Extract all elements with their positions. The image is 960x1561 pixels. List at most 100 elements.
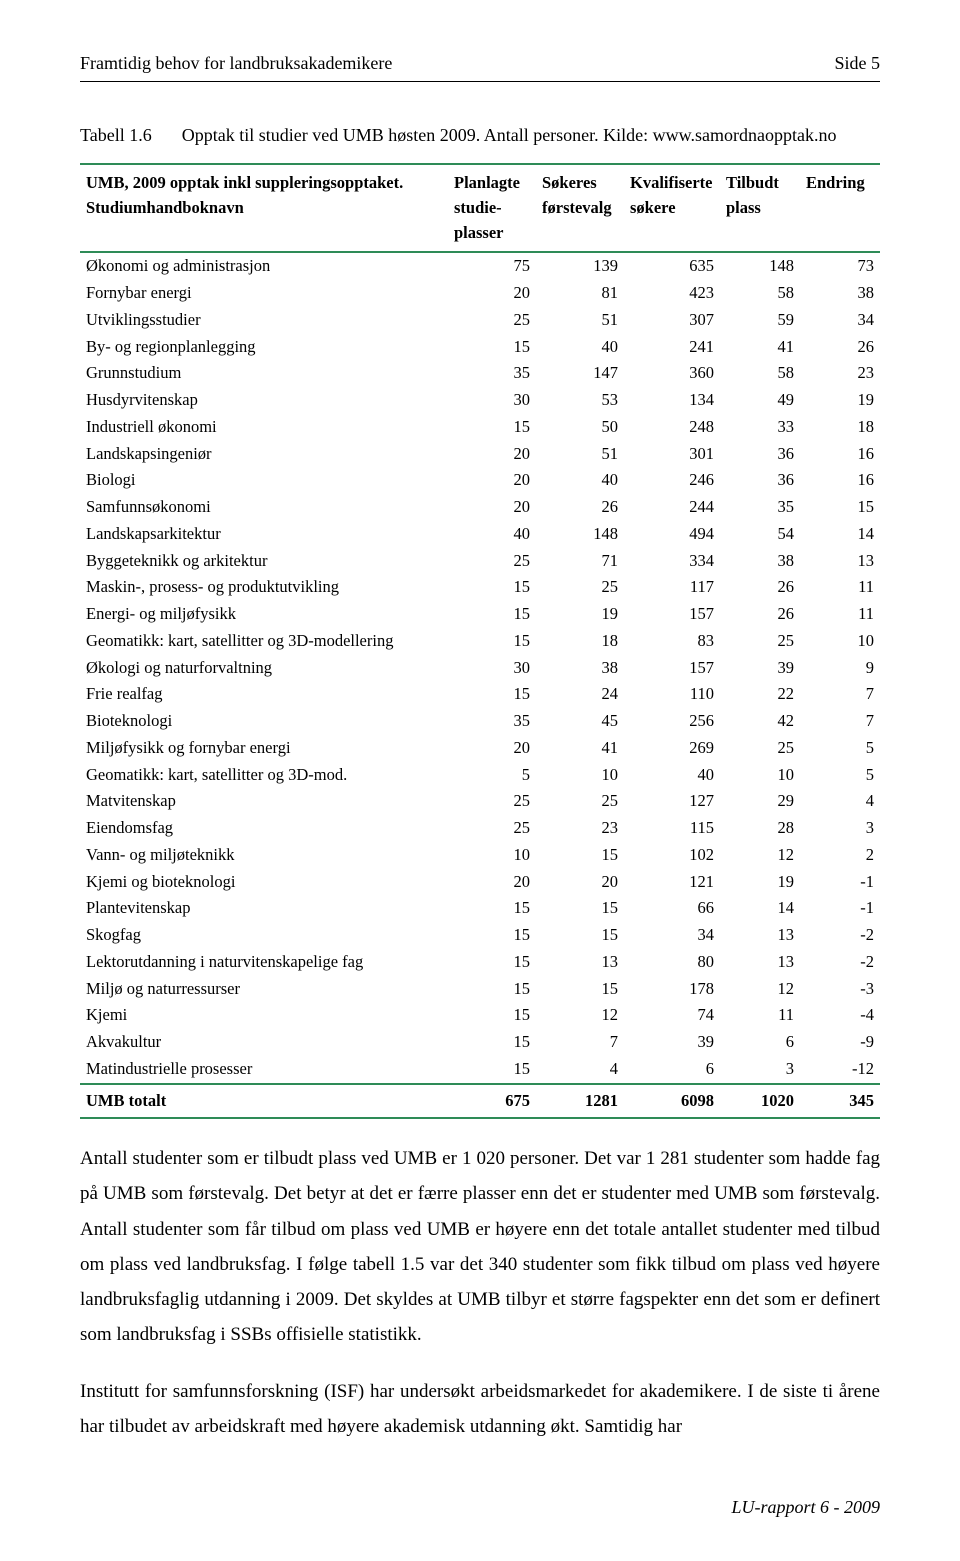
row-value: -2 xyxy=(800,949,880,976)
table-row: Økologi og naturforvaltning3038157399 xyxy=(80,655,880,682)
row-label: Økologi og naturforvaltning xyxy=(80,655,448,682)
row-label: Miljøfysikk og fornybar energi xyxy=(80,735,448,762)
table-row: Byggeteknikk og arkitektur25713343813 xyxy=(80,548,880,575)
row-value: 25 xyxy=(448,307,536,334)
row-value: 15 xyxy=(800,494,880,521)
body-paragraph: Antall studenter som er tilbudt plass ve… xyxy=(80,1141,880,1352)
row-value: 34 xyxy=(800,307,880,334)
row-value: 148 xyxy=(536,521,624,548)
table-row: Frie realfag1524110227 xyxy=(80,681,880,708)
row-value: 5 xyxy=(800,762,880,789)
row-label: Maskin-, prosess- og produktutvikling xyxy=(80,574,448,601)
table-total-row: UMB totalt675128160981020345 xyxy=(80,1084,880,1119)
row-value: 13 xyxy=(720,922,800,949)
row-value: 11 xyxy=(720,1002,800,1029)
row-value: 121 xyxy=(624,869,720,896)
row-value: 58 xyxy=(720,360,800,387)
total-value: 675 xyxy=(448,1084,536,1119)
row-value: 51 xyxy=(536,307,624,334)
row-value: 139 xyxy=(536,252,624,280)
row-value: 12 xyxy=(720,842,800,869)
row-value: 19 xyxy=(800,387,880,414)
total-value: 1281 xyxy=(536,1084,624,1119)
row-label: Geomatikk: kart, satellitter og 3D-model… xyxy=(80,628,448,655)
row-value: 148 xyxy=(720,252,800,280)
table-column-header: Endring xyxy=(800,164,880,252)
row-label: Energi- og miljøfysikk xyxy=(80,601,448,628)
row-value: 14 xyxy=(720,895,800,922)
row-value: 117 xyxy=(624,574,720,601)
table-row: Lektorutdanning i naturvitenskapelige fa… xyxy=(80,949,880,976)
table-row: Grunnstudium351473605823 xyxy=(80,360,880,387)
table-column-header: Planlagtestudie-plasser xyxy=(448,164,536,252)
row-label: By- og regionplanlegging xyxy=(80,334,448,361)
row-value: 635 xyxy=(624,252,720,280)
row-value: 10 xyxy=(536,762,624,789)
row-value: 134 xyxy=(624,387,720,414)
row-value: 15 xyxy=(448,628,536,655)
row-value: 54 xyxy=(720,521,800,548)
row-label: Kjemi xyxy=(80,1002,448,1029)
row-value: 25 xyxy=(448,815,536,842)
table-row: Miljø og naturressurser151517812-3 xyxy=(80,976,880,1003)
row-value: 10 xyxy=(448,842,536,869)
table-column-header: Søkeresførstevalg xyxy=(536,164,624,252)
row-value: 26 xyxy=(720,574,800,601)
row-label: Økonomi og administrasjon xyxy=(80,252,448,280)
header-right: Side 5 xyxy=(834,50,880,77)
row-value: 6 xyxy=(720,1029,800,1056)
row-value: 334 xyxy=(624,548,720,575)
row-value: 301 xyxy=(624,441,720,468)
row-value: 15 xyxy=(536,976,624,1003)
row-value: 2 xyxy=(800,842,880,869)
row-value: 28 xyxy=(720,815,800,842)
row-label: Matindustrielle prosesser xyxy=(80,1056,448,1084)
row-label: Byggeteknikk og arkitektur xyxy=(80,548,448,575)
row-label: Husdyrvitenskap xyxy=(80,387,448,414)
row-label: Grunnstudium xyxy=(80,360,448,387)
row-value: 39 xyxy=(720,655,800,682)
row-value: 50 xyxy=(536,414,624,441)
table-row: Akvakultur157396-9 xyxy=(80,1029,880,1056)
row-value: 12 xyxy=(536,1002,624,1029)
row-value: 15 xyxy=(448,922,536,949)
table-caption: Tabell 1.6 Opptak til studier ved UMB hø… xyxy=(80,122,880,149)
row-label: Industriell økonomi xyxy=(80,414,448,441)
row-value: 23 xyxy=(536,815,624,842)
row-value: 3 xyxy=(800,815,880,842)
row-value: 25 xyxy=(536,788,624,815)
row-value: 248 xyxy=(624,414,720,441)
row-value: -12 xyxy=(800,1056,880,1084)
row-value: 15 xyxy=(448,574,536,601)
row-value: 18 xyxy=(536,628,624,655)
row-value: 4 xyxy=(536,1056,624,1084)
row-value: 256 xyxy=(624,708,720,735)
row-value: 71 xyxy=(536,548,624,575)
row-value: 10 xyxy=(800,628,880,655)
row-value: 20 xyxy=(448,869,536,896)
table-row: Kjemi15127411-4 xyxy=(80,1002,880,1029)
row-label: Utviklingsstudier xyxy=(80,307,448,334)
row-value: 494 xyxy=(624,521,720,548)
row-value: -9 xyxy=(800,1029,880,1056)
row-value: 19 xyxy=(720,869,800,896)
table-caption-label: Tabell 1.6 xyxy=(80,122,152,149)
row-value: 20 xyxy=(448,280,536,307)
table-row: Utviklingsstudier25513075934 xyxy=(80,307,880,334)
row-value: -1 xyxy=(800,869,880,896)
row-value: -3 xyxy=(800,976,880,1003)
row-label: Landskapsarkitektur xyxy=(80,521,448,548)
table-row: Bioteknologi3545256427 xyxy=(80,708,880,735)
row-label: Samfunnsøkonomi xyxy=(80,494,448,521)
row-value: 5 xyxy=(448,762,536,789)
row-value: 42 xyxy=(720,708,800,735)
row-value: 110 xyxy=(624,681,720,708)
row-value: 244 xyxy=(624,494,720,521)
row-value: 59 xyxy=(720,307,800,334)
row-value: 30 xyxy=(448,387,536,414)
row-value: 83 xyxy=(624,628,720,655)
total-value: 1020 xyxy=(720,1084,800,1119)
row-label: Vann- og miljøteknikk xyxy=(80,842,448,869)
table-row: Geomatikk: kart, satellitter og 3D-model… xyxy=(80,628,880,655)
table-caption-desc: Opptak til studier ved UMB høsten 2009. … xyxy=(182,122,880,149)
